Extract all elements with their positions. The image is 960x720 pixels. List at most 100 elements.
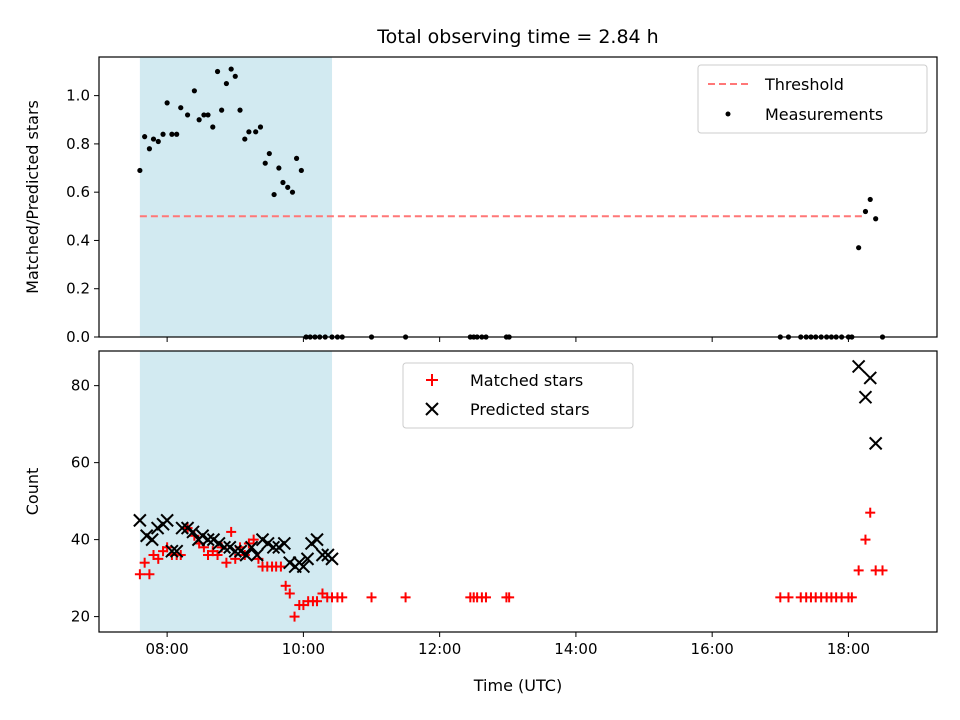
bottom-legend: Matched stars Predicted stars	[402, 362, 634, 429]
matched-stars-point	[289, 611, 300, 622]
predicted-stars-point	[228, 544, 242, 558]
matched-stars-point	[860, 534, 871, 545]
predicted-stars-point	[201, 532, 215, 547]
predicted-stars-point	[217, 540, 232, 555]
measurements-point	[223, 80, 230, 87]
legend-threshold-label: Threshold	[764, 75, 844, 94]
measurements-point	[285, 184, 291, 190]
measurements-point	[214, 68, 221, 75]
predicted-stars-point	[277, 536, 292, 551]
measurements-point	[228, 66, 234, 72]
measurements-point	[280, 179, 286, 186]
measurements-point	[150, 136, 157, 142]
measurements-point	[856, 245, 862, 251]
measurements-point	[160, 131, 166, 137]
y-tick-label: 1.0	[66, 87, 90, 105]
matched-stars-point	[846, 592, 857, 603]
top-legend-box	[697, 64, 928, 134]
measurements-point	[191, 88, 197, 94]
y-tick-label: 20	[71, 608, 90, 626]
matched-stars-point	[312, 596, 323, 607]
legend-matched-label: Matched stars	[470, 371, 583, 390]
legend-predicted-swatch	[425, 402, 439, 416]
measurements-point	[146, 146, 153, 152]
top-panel-ticks: 0.0 0.2 0.4 0.6 0.8 1.0	[66, 87, 849, 346]
measurements-point	[205, 112, 211, 118]
y-tick-label: 60	[71, 454, 90, 472]
y-tick-label: 80	[71, 377, 90, 395]
bottom-legend-box	[402, 362, 634, 429]
predicted-stars-point	[868, 436, 883, 451]
measurements-point	[196, 117, 202, 123]
measurements-point	[293, 155, 300, 161]
legend-measurements-label: Measurements	[765, 105, 883, 124]
predicted-stars-point	[239, 548, 253, 562]
x-tick-label: 08:00	[146, 640, 189, 658]
predicted-stars-point	[145, 532, 159, 547]
measurements-point	[271, 191, 277, 198]
panel-top: 0.0 0.2 0.4 0.6 0.8 1.0 Matched/Predicted sta…	[23, 56, 938, 346]
matched-stars-point	[144, 569, 155, 580]
matched-stars-point	[212, 550, 223, 561]
y-tick-label: 0.4	[66, 231, 90, 249]
measurements-point	[184, 112, 191, 118]
matched-stars-point	[226, 526, 237, 537]
matched-stars-point	[153, 553, 164, 564]
measurements-point	[169, 131, 175, 137]
measurements-point	[873, 216, 879, 222]
measurements-point	[289, 189, 296, 195]
x-tick-label: 12:00	[418, 640, 461, 658]
top-panel-ylabel: Matched/Predicted stars	[23, 100, 42, 294]
measurements-point	[262, 160, 268, 166]
observing-window-shade	[139, 351, 333, 632]
measurements-point	[246, 129, 252, 135]
matched-stars-point	[284, 588, 295, 599]
matched-stars-point	[221, 557, 232, 568]
x-tick-label: 16:00	[691, 640, 734, 658]
y-tick-label: 0.6	[66, 183, 90, 201]
matched-stars-point	[139, 557, 150, 568]
measurements-point	[201, 112, 207, 118]
predicted-stars-point	[165, 544, 179, 558]
predicted-stars-point	[300, 552, 315, 566]
predicted-stars-point	[858, 390, 873, 404]
top-panel-frame	[98, 56, 938, 338]
chart-title: Total observing time = 2.84 h	[376, 26, 658, 48]
x-tick-label: 14:00	[554, 640, 597, 658]
predicted-stars-point	[310, 532, 324, 547]
predicted-stars-point	[863, 371, 877, 385]
predicted-stars-point	[325, 552, 339, 566]
observing-window-shade	[139, 57, 333, 337]
measurements-point	[164, 100, 170, 106]
measurements-point	[142, 134, 148, 140]
measurements-point	[155, 138, 161, 145]
predicted-stars-point	[266, 540, 281, 555]
matched-stars-point	[865, 507, 876, 518]
legend-measurements-swatch	[725, 111, 731, 117]
matched-stars-point	[248, 534, 259, 545]
y-tick-label: 0.2	[66, 280, 90, 298]
matched-stars-point	[337, 592, 348, 603]
measurements-point	[137, 167, 143, 174]
predicted-stars-point	[250, 548, 264, 562]
measurements-point	[276, 165, 282, 171]
measurements-point	[242, 136, 248, 142]
x-tick-label: 10:00	[282, 640, 325, 658]
measurements-point	[298, 167, 304, 174]
measurements-point	[232, 73, 238, 79]
measurements-point	[237, 107, 243, 113]
bottom-panel-frame	[98, 350, 938, 633]
matched-stars-point	[783, 592, 794, 603]
y-tick-label: 0.0	[66, 328, 90, 346]
x-tick-label: 18:00	[827, 640, 870, 658]
y-tick-label: 0.8	[66, 135, 90, 153]
panel-bottom: 20 40 60 80 08:00 10:00 12:00 14:00 16:00 18:00 C…	[23, 350, 938, 658]
matched-stars-point	[366, 592, 377, 603]
measurements-point	[178, 105, 184, 111]
matched-stars-point	[280, 580, 291, 591]
matched-stars-point	[877, 565, 888, 576]
measurements-point	[210, 124, 216, 130]
measurements-point	[862, 208, 869, 215]
matched-stars-point	[853, 565, 864, 576]
